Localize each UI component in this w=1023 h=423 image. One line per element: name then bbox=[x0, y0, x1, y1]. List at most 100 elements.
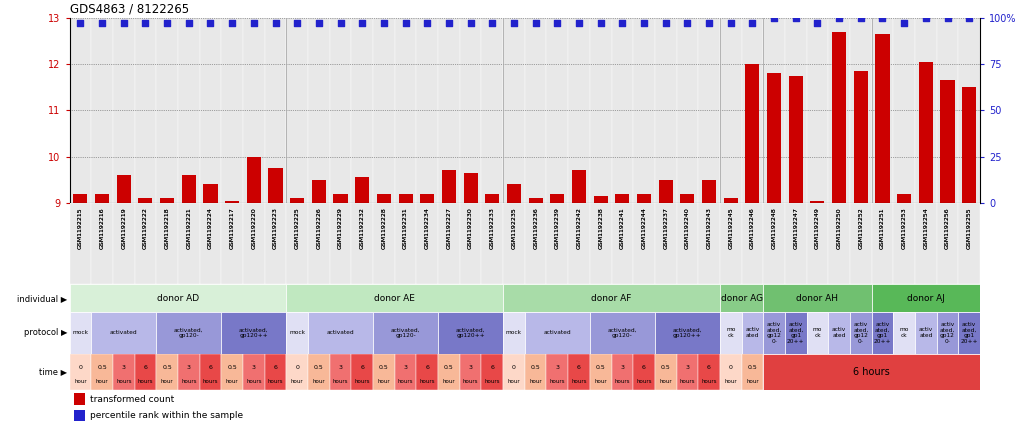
Bar bbox=[720, 203, 742, 285]
Bar bbox=[333, 194, 348, 203]
Text: 0.5: 0.5 bbox=[444, 365, 454, 370]
Text: GSM1192216: GSM1192216 bbox=[99, 207, 104, 249]
Bar bbox=[590, 18, 612, 203]
Point bbox=[159, 20, 175, 27]
Bar bbox=[225, 201, 239, 203]
Bar bbox=[135, 203, 157, 285]
Bar bbox=[463, 173, 478, 203]
Bar bbox=[438, 354, 459, 390]
Text: mock: mock bbox=[290, 330, 305, 335]
Point bbox=[375, 20, 392, 27]
Text: GSM1192215: GSM1192215 bbox=[78, 207, 83, 249]
Bar bbox=[680, 194, 695, 203]
Text: hour: hour bbox=[74, 379, 87, 385]
Text: GSM1192254: GSM1192254 bbox=[924, 207, 928, 249]
Text: GSM1192217: GSM1192217 bbox=[229, 207, 234, 249]
Text: GSM1192256: GSM1192256 bbox=[945, 207, 950, 249]
Text: GSM1192243: GSM1192243 bbox=[707, 207, 712, 249]
Text: mo
ck: mo ck bbox=[899, 327, 908, 338]
Bar bbox=[655, 18, 676, 203]
Bar bbox=[485, 194, 499, 203]
Bar bbox=[395, 354, 416, 390]
Text: hours: hours bbox=[116, 379, 132, 385]
Text: activ
ated,
gp12
0-: activ ated, gp12 0- bbox=[940, 321, 955, 344]
Bar bbox=[395, 18, 416, 203]
Point bbox=[831, 14, 847, 21]
Text: 3: 3 bbox=[469, 365, 473, 370]
Text: GSM1192234: GSM1192234 bbox=[425, 207, 430, 249]
Bar bbox=[247, 157, 261, 203]
Bar bbox=[810, 201, 825, 203]
Text: activ
ated,
gp1
20++: activ ated, gp1 20++ bbox=[874, 321, 891, 344]
Bar bbox=[399, 194, 412, 203]
Text: GSM1192243: GSM1192243 bbox=[707, 207, 712, 249]
Text: hours: hours bbox=[354, 379, 370, 385]
Point bbox=[441, 20, 457, 27]
Bar bbox=[702, 180, 716, 203]
Bar bbox=[525, 354, 546, 390]
Bar bbox=[550, 194, 565, 203]
Text: GSM1192221: GSM1192221 bbox=[186, 207, 191, 249]
Bar bbox=[876, 34, 890, 203]
Text: hours: hours bbox=[615, 379, 630, 385]
Text: donor AH: donor AH bbox=[797, 294, 839, 303]
Bar bbox=[333, 194, 348, 203]
Text: GSM1192223: GSM1192223 bbox=[273, 207, 278, 249]
Point bbox=[246, 20, 262, 27]
Point bbox=[311, 20, 327, 27]
Bar bbox=[74, 194, 87, 203]
Bar bbox=[529, 198, 542, 203]
Point bbox=[528, 20, 544, 27]
Text: hour: hour bbox=[529, 379, 542, 385]
Text: GSM1192225: GSM1192225 bbox=[295, 207, 300, 249]
Bar bbox=[157, 312, 221, 354]
Point bbox=[94, 20, 110, 27]
Text: activated,
gp120-: activated, gp120- bbox=[608, 327, 637, 338]
Point bbox=[224, 20, 240, 27]
Text: GSM1192230: GSM1192230 bbox=[469, 207, 473, 249]
Text: GSM1192221: GSM1192221 bbox=[186, 207, 191, 249]
Text: 3: 3 bbox=[252, 365, 256, 370]
Text: GSM1192236: GSM1192236 bbox=[533, 207, 538, 249]
Point bbox=[203, 20, 219, 27]
Bar bbox=[91, 18, 113, 203]
Bar bbox=[243, 354, 265, 390]
Text: activ
ated,
gp12
0-: activ ated, gp12 0- bbox=[766, 321, 782, 344]
Bar bbox=[204, 184, 218, 203]
Bar bbox=[702, 180, 716, 203]
Bar bbox=[286, 203, 308, 285]
Text: activ
ated: activ ated bbox=[746, 327, 759, 338]
Text: percentile rank within the sample: percentile rank within the sample bbox=[90, 411, 242, 420]
Bar bbox=[351, 18, 373, 203]
Bar bbox=[416, 18, 438, 203]
Bar bbox=[376, 194, 391, 203]
Text: activ
ated,
gp1
20++: activ ated, gp1 20++ bbox=[961, 321, 978, 344]
Text: GSM1192244: GSM1192244 bbox=[641, 207, 647, 249]
Bar bbox=[937, 203, 959, 285]
Point bbox=[484, 20, 500, 27]
Text: hours: hours bbox=[462, 379, 479, 385]
Text: hours: hours bbox=[679, 379, 696, 385]
Bar bbox=[550, 194, 565, 203]
Bar bbox=[525, 312, 590, 354]
Bar bbox=[373, 203, 395, 285]
Bar bbox=[893, 312, 915, 354]
Bar bbox=[95, 194, 109, 203]
Bar bbox=[199, 354, 221, 390]
Text: activated,
gp120-: activated, gp120- bbox=[391, 327, 420, 338]
Point bbox=[549, 20, 566, 27]
Text: GSM1192249: GSM1192249 bbox=[815, 207, 820, 249]
Point bbox=[419, 20, 436, 27]
Bar bbox=[723, 198, 738, 203]
Text: hour: hour bbox=[594, 379, 607, 385]
Bar bbox=[178, 203, 199, 285]
Bar bbox=[135, 354, 157, 390]
Text: GSM1192245: GSM1192245 bbox=[728, 207, 733, 249]
Text: GSM1192229: GSM1192229 bbox=[338, 207, 343, 249]
Bar bbox=[785, 312, 806, 354]
Text: GSM1192244: GSM1192244 bbox=[641, 207, 647, 249]
Text: hours: hours bbox=[636, 379, 652, 385]
Text: GSM1192223: GSM1192223 bbox=[273, 207, 278, 249]
Bar bbox=[789, 76, 803, 203]
Bar bbox=[699, 203, 720, 285]
